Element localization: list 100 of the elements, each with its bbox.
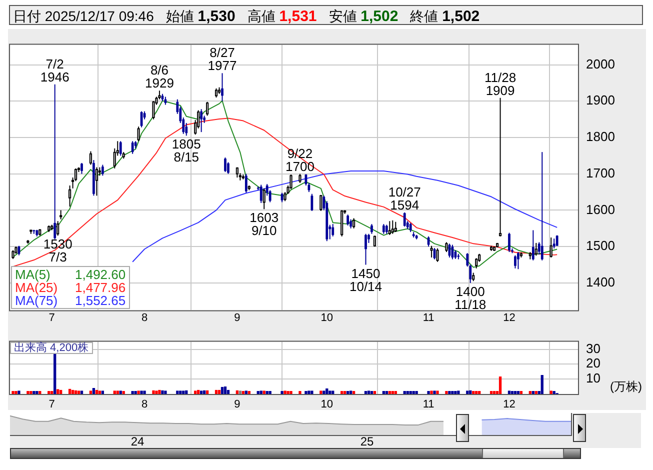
bar <box>71 390 74 394</box>
y-axis-title: (万株) <box>610 379 642 394</box>
bar <box>200 390 203 394</box>
bar <box>214 390 218 394</box>
bar <box>224 386 227 394</box>
candlestick <box>540 152 544 261</box>
bar <box>286 390 290 394</box>
bar <box>226 390 230 394</box>
bar <box>340 390 344 394</box>
bar <box>140 390 143 394</box>
candlestick <box>227 162 230 174</box>
bar <box>56 389 60 394</box>
bar <box>134 390 137 394</box>
bar <box>412 390 415 394</box>
annotation: 1,552.65 <box>75 293 126 308</box>
bar <box>457 390 460 394</box>
bar <box>185 390 188 394</box>
bar <box>534 390 538 394</box>
bar <box>260 390 262 394</box>
bar <box>532 390 534 394</box>
candlestick <box>244 173 248 194</box>
bar <box>143 390 146 394</box>
candlestick <box>451 244 454 260</box>
candlestick <box>54 84 56 240</box>
annotation: 1450 10/14 <box>349 266 382 294</box>
bar <box>469 390 472 394</box>
x-tick-label: 7 <box>48 398 55 411</box>
bar <box>436 390 439 394</box>
bar <box>492 390 496 394</box>
chart-title: 出来高 4,200株 <box>10 342 93 354</box>
y-tick-label: 20 <box>586 356 600 371</box>
x-tick-label: 10 <box>320 312 334 324</box>
y-tick-label: 30 <box>586 340 600 356</box>
bar <box>514 390 517 394</box>
bar <box>298 390 302 394</box>
bar <box>388 390 391 394</box>
bar <box>352 390 356 394</box>
x-tick-label: 9 <box>234 312 240 324</box>
bar <box>394 390 397 394</box>
bar <box>508 390 511 394</box>
y-tick-label: 1700 <box>586 165 615 180</box>
candlestick <box>80 162 83 174</box>
bar <box>552 390 556 394</box>
bar <box>433 390 436 394</box>
candlestick <box>552 238 556 249</box>
candlestick <box>517 252 520 270</box>
annotation: 1,477.96 <box>75 280 126 296</box>
bar <box>370 390 374 394</box>
bar <box>158 390 161 394</box>
annotation: 10/27 1594 <box>388 184 421 212</box>
bar <box>113 390 116 394</box>
x-tick-label: 8 <box>141 312 148 324</box>
candlestick <box>364 233 367 266</box>
bar <box>242 390 245 394</box>
bar <box>244 390 248 394</box>
bar <box>101 390 104 394</box>
annotation: 11/28 1909 <box>484 70 516 98</box>
bar <box>36 390 38 394</box>
bar <box>326 388 328 394</box>
bar <box>373 390 376 394</box>
annotation: 1,492.60 <box>75 267 126 282</box>
bar <box>343 390 346 394</box>
annotation: 1805 8/15 <box>172 136 201 165</box>
bar <box>550 390 552 394</box>
bar <box>308 390 310 394</box>
x-tick-label: 12 <box>503 312 516 324</box>
bar <box>119 390 122 394</box>
bar <box>409 390 412 394</box>
x-tick-label: 11 <box>422 398 434 411</box>
candlestick <box>221 72 224 102</box>
bar <box>290 390 292 394</box>
x-tick-label: 8 <box>141 398 148 411</box>
text: 高値 1,531 <box>247 8 317 25</box>
bar <box>349 390 352 394</box>
x-tick-label: 11 <box>422 312 434 324</box>
bar <box>304 390 308 394</box>
bar <box>161 390 164 394</box>
bar <box>80 390 84 394</box>
bar <box>472 390 475 394</box>
bar <box>256 390 260 394</box>
bar <box>137 390 140 394</box>
candlestick <box>508 232 510 253</box>
candlestick <box>385 224 388 234</box>
bar <box>451 390 454 394</box>
bar <box>220 386 224 394</box>
candlestick <box>131 140 134 154</box>
x-tick-label: 24 <box>130 434 144 449</box>
series-label: MA(5) <box>15 267 52 282</box>
bar <box>74 390 78 394</box>
bar <box>382 390 386 394</box>
bar <box>266 390 268 394</box>
bar <box>155 390 158 394</box>
bar <box>89 390 92 394</box>
bar <box>430 390 433 394</box>
bar <box>92 388 96 394</box>
bar <box>280 390 284 394</box>
chart-title: 日付 2025/12/17 09:46 <box>13 8 154 24</box>
bar <box>116 390 119 394</box>
bar <box>30 390 32 394</box>
bar <box>445 390 448 394</box>
